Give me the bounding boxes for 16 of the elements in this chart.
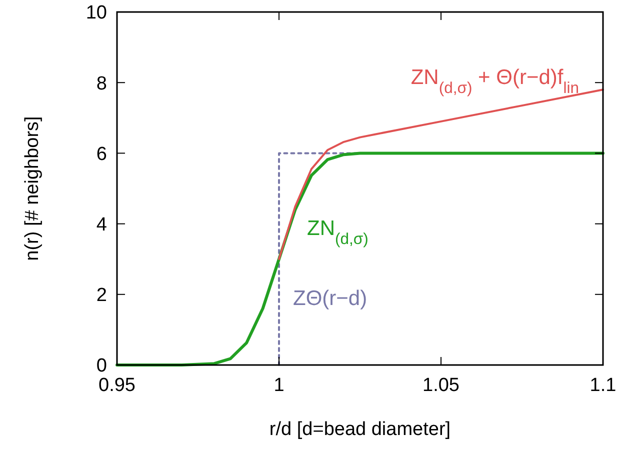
- x-tick-label: 1: [274, 375, 284, 396]
- series-label: ZN$_{(d,σ)}$: [307, 217, 368, 248]
- series-label: ZN$_{(d,σ)}$ + Θ(r−d)f$_{lin}$: [410, 66, 579, 96]
- y-tick-label: 6: [96, 144, 107, 165]
- x-axis-title: r/d [d=bead diameter]: [269, 419, 451, 440]
- series-label: ZΘ(r−d): [293, 287, 368, 310]
- y-axis-title: n(r) [# neighbors]: [22, 116, 43, 261]
- y-tick-label: 2: [96, 285, 107, 306]
- line-series: [116, 152, 604, 366]
- x-tick-label: 1.05: [422, 375, 460, 396]
- y-tick-label: 0: [96, 356, 107, 377]
- y-tick-label: 4: [96, 214, 108, 236]
- x-tick-label: 1.1: [590, 375, 616, 396]
- x-tick-label: 0.95: [98, 375, 136, 396]
- y-tick-label: 8: [96, 73, 107, 94]
- y-tick-label: 10: [86, 2, 107, 24]
